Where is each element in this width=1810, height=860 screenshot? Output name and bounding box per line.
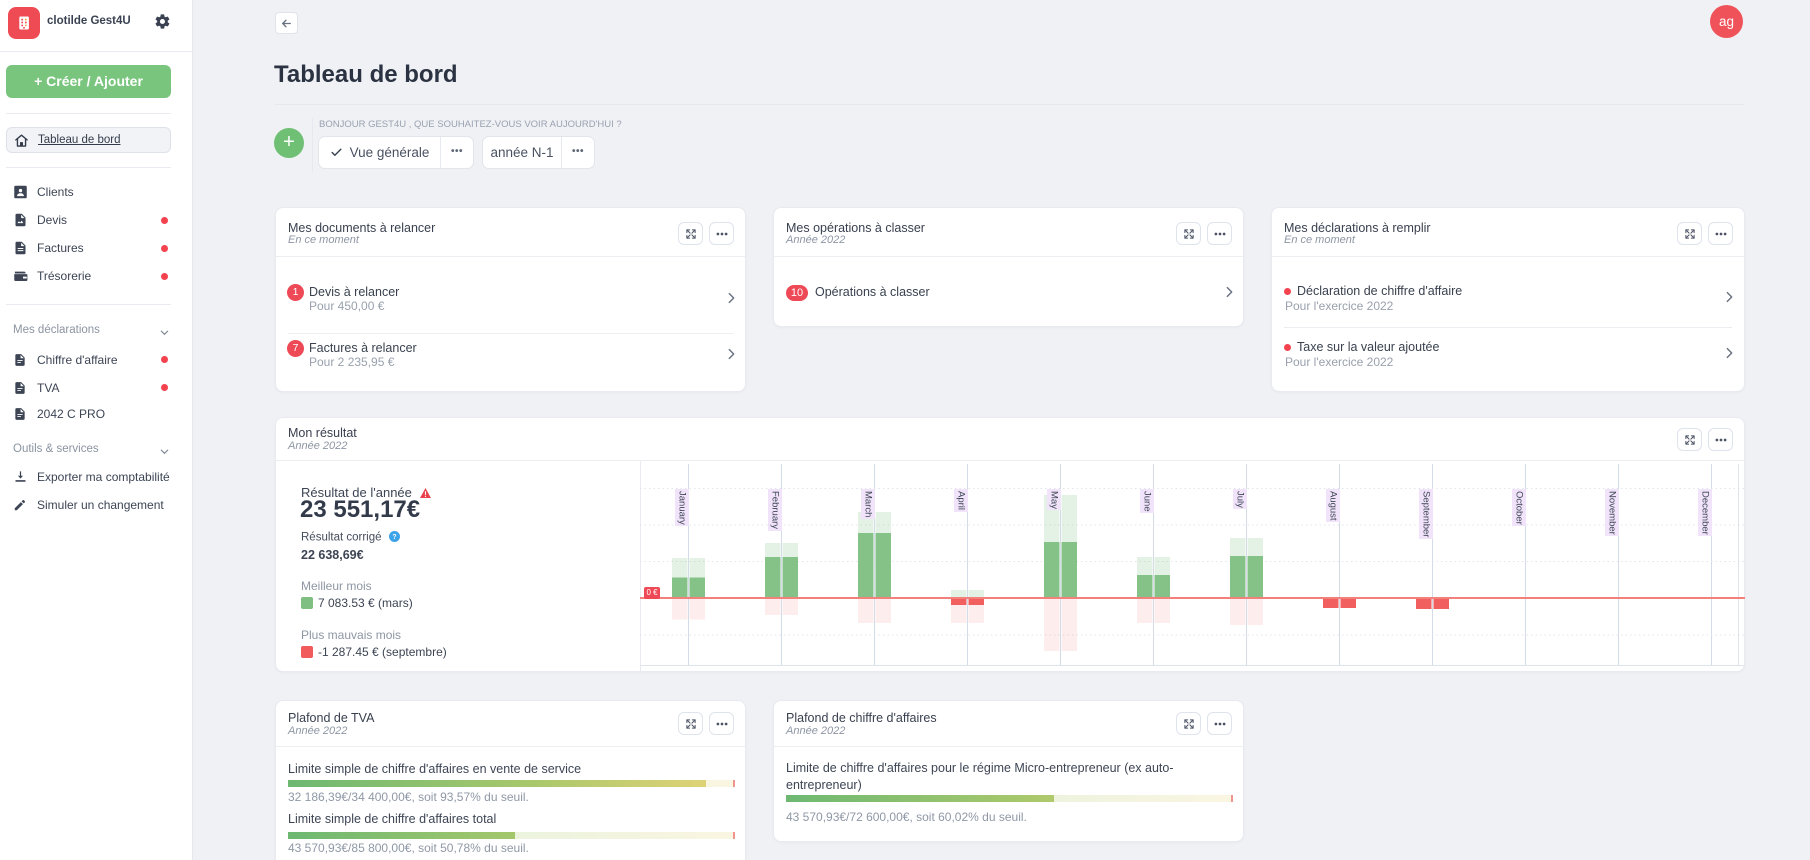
- svg-text:?: ?: [392, 534, 396, 541]
